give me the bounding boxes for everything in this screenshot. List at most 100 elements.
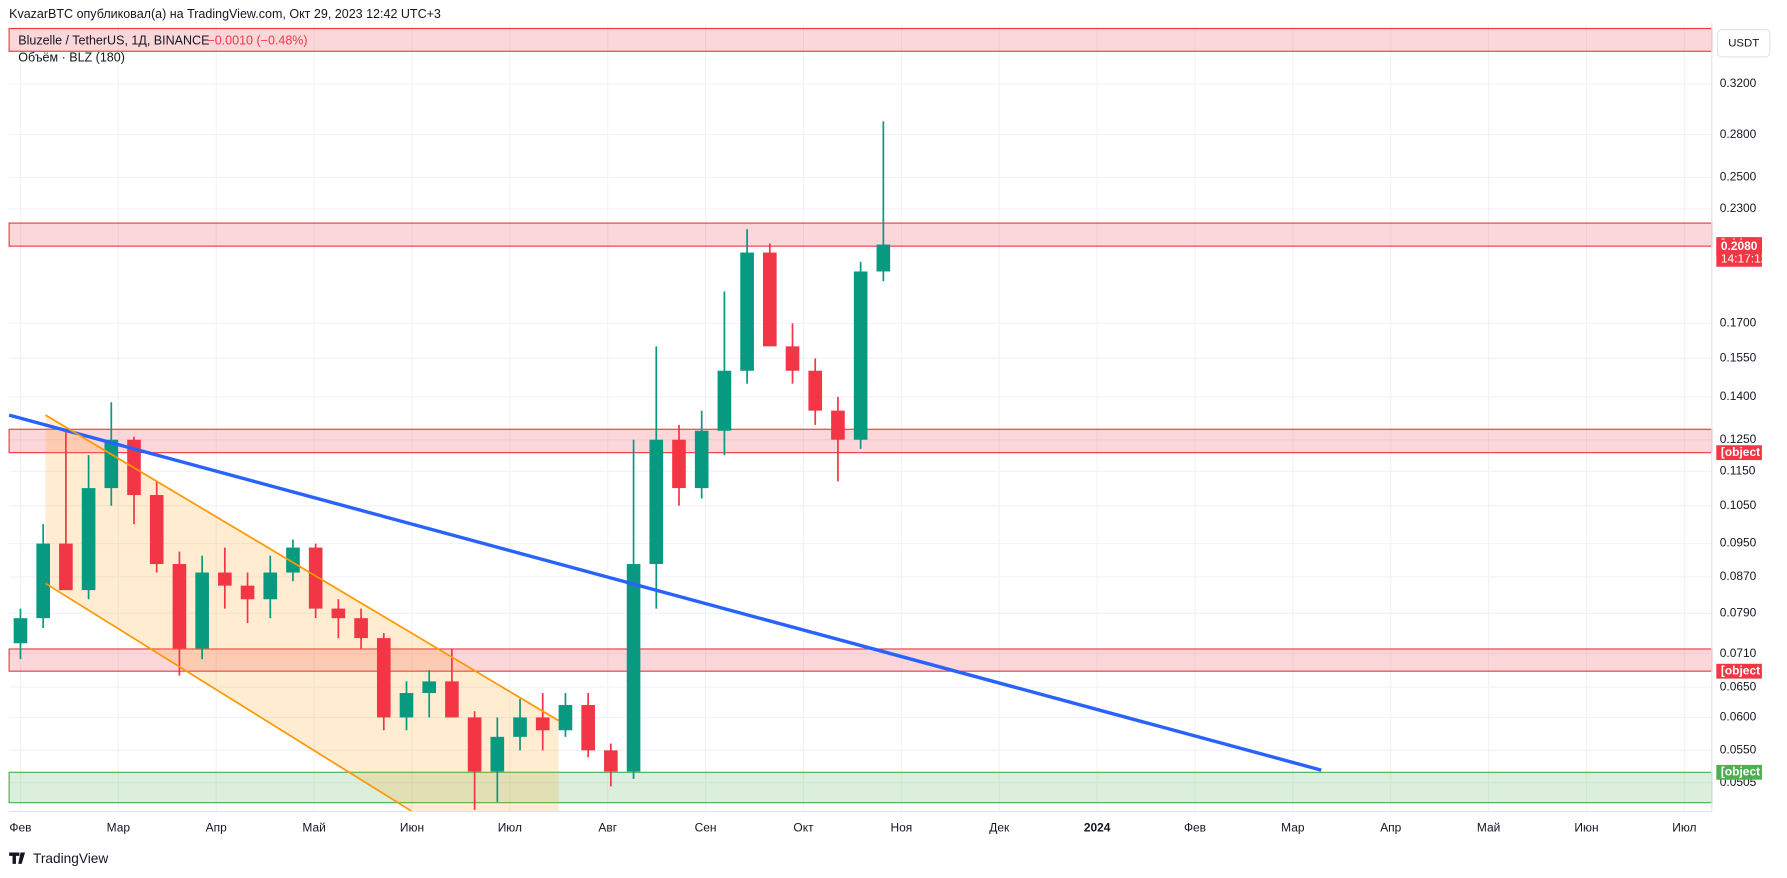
axes: Фев Мар Апр Май Июн Июл Авг Сен Окт Ноя Дек 2024 Фев… bbox=[9, 76, 1787, 834]
x-tick-label: Фев bbox=[9, 821, 31, 835]
trendline bbox=[45, 582, 413, 813]
zone bbox=[8, 771, 1713, 804]
x-tick-label: Апр bbox=[206, 821, 227, 835]
logo bbox=[9, 852, 26, 864]
trendline bbox=[8, 413, 1322, 772]
y-tick-label: 0.2500 bbox=[1720, 170, 1757, 184]
y-tick-label: 0.0950 bbox=[1720, 536, 1757, 550]
y-tick-label: 0.1150 bbox=[1720, 463, 1756, 477]
candle-body bbox=[59, 543, 73, 591]
price-label: [object Object] bbox=[1721, 663, 1787, 677]
price-label-bg bbox=[1716, 764, 1762, 780]
candle-body bbox=[467, 717, 482, 772]
y-tick-label: 0.0550 bbox=[1720, 743, 1757, 757]
candle-body bbox=[649, 439, 664, 565]
candle-body bbox=[422, 681, 437, 694]
candle-body bbox=[853, 271, 868, 440]
candle-body bbox=[308, 547, 323, 609]
y-tick-label: 0.2300 bbox=[1720, 201, 1757, 215]
candle-body bbox=[831, 410, 845, 440]
x-tick-label: Июн bbox=[400, 821, 424, 835]
y-tick-label: 0.2800 bbox=[1720, 127, 1757, 141]
y-tick-label: 0.0650 bbox=[1720, 679, 1757, 693]
x-tick-label: Мар bbox=[1281, 821, 1305, 835]
candle-body bbox=[785, 346, 800, 371]
x-tick-label: Апр bbox=[1380, 821, 1401, 835]
candle-body bbox=[354, 618, 368, 639]
y-tick-label: 0.1700 bbox=[1720, 316, 1757, 330]
candle-body bbox=[604, 750, 618, 772]
candle-body bbox=[490, 736, 505, 772]
price-label-bg bbox=[1716, 663, 1762, 679]
x-tick-label: Июл bbox=[498, 821, 522, 835]
candle-body bbox=[876, 244, 891, 272]
x-tick-label: Авг bbox=[598, 821, 617, 835]
candles bbox=[13, 121, 891, 810]
y-tick-label: 0.0870 bbox=[1720, 569, 1757, 583]
candle-body bbox=[36, 543, 50, 619]
y-tick-label: 0.1250 bbox=[1720, 432, 1757, 446]
trendlines bbox=[8, 413, 1322, 813]
channel-fill bbox=[45, 415, 559, 812]
candle-body bbox=[717, 370, 732, 431]
x-tick-label: Ноя bbox=[890, 821, 912, 835]
trendline bbox=[45, 414, 560, 722]
y-tick-label: 0.0710 bbox=[1720, 646, 1757, 660]
y-tick-label: 0.1050 bbox=[1720, 498, 1757, 512]
candle-body bbox=[399, 693, 414, 718]
x-tick-label: Мар bbox=[107, 821, 131, 835]
x-tick-label: Май bbox=[302, 821, 325, 835]
candle-body bbox=[808, 370, 823, 411]
candle-body bbox=[263, 572, 278, 600]
currency[interactable]: USDT bbox=[1728, 37, 1759, 49]
candle-body bbox=[513, 717, 527, 737]
candle-body bbox=[445, 681, 459, 718]
price-label-bg bbox=[1716, 239, 1762, 255]
candle-body bbox=[331, 608, 346, 619]
candle-body bbox=[763, 252, 777, 347]
x-tick-label: 2024 bbox=[1084, 821, 1111, 835]
candle-body bbox=[149, 495, 164, 565]
countdown: 14:17:12 bbox=[1721, 251, 1768, 265]
y-tick-label: 0.0600 bbox=[1720, 710, 1757, 724]
price-label: [object Object] bbox=[1721, 764, 1787, 778]
x-tick-label: Май bbox=[1477, 821, 1500, 835]
candle-body bbox=[558, 705, 573, 731]
grid bbox=[9, 25, 1712, 812]
candle-body bbox=[376, 638, 391, 718]
volume-indicator: Объём · BLZ (180) bbox=[18, 50, 125, 64]
y-tick-label: 0.1550 bbox=[1720, 350, 1757, 364]
brand: TradingView bbox=[33, 851, 108, 866]
currency-button[interactable] bbox=[1716, 29, 1771, 58]
candle-body bbox=[13, 618, 28, 644]
x-tick-label: Сен bbox=[695, 821, 717, 835]
candle-body bbox=[672, 439, 686, 489]
publisher: KvazarBTC опубликовал(а) на TradingView.… bbox=[9, 7, 441, 21]
y-tick-label: 0.1400 bbox=[1720, 389, 1757, 403]
candle-body bbox=[195, 572, 209, 649]
y-tick-label: 0.3200 bbox=[1720, 76, 1757, 90]
x-tick-label: Фев bbox=[1184, 821, 1206, 835]
price-label: [object Object] bbox=[1721, 445, 1787, 459]
x-tick-label: Окт bbox=[793, 821, 814, 835]
candle-body bbox=[626, 564, 641, 772]
candle-body bbox=[81, 488, 96, 591]
x-tick-label: Июл bbox=[1672, 821, 1696, 835]
candle-body bbox=[286, 547, 300, 573]
price-label: 0.2080 bbox=[1721, 239, 1758, 253]
x-tick-label: Июн bbox=[1574, 821, 1598, 835]
price-label-bg bbox=[1716, 445, 1762, 461]
candle-body bbox=[740, 252, 754, 371]
candle-body bbox=[172, 564, 187, 649]
candle-body bbox=[104, 439, 119, 489]
candle-body bbox=[240, 585, 255, 600]
candle-body bbox=[581, 705, 595, 751]
x-tick-label: Дек bbox=[989, 821, 1010, 835]
candle-body bbox=[694, 430, 709, 489]
symbol-title: Bluzelle / TetherUS, 1Д, BINANCE bbox=[18, 33, 209, 47]
price-change: −0.0010 (−0.48%) bbox=[207, 33, 307, 47]
candle-body bbox=[535, 717, 550, 731]
y-tick-label: 0.0790 bbox=[1720, 606, 1757, 620]
